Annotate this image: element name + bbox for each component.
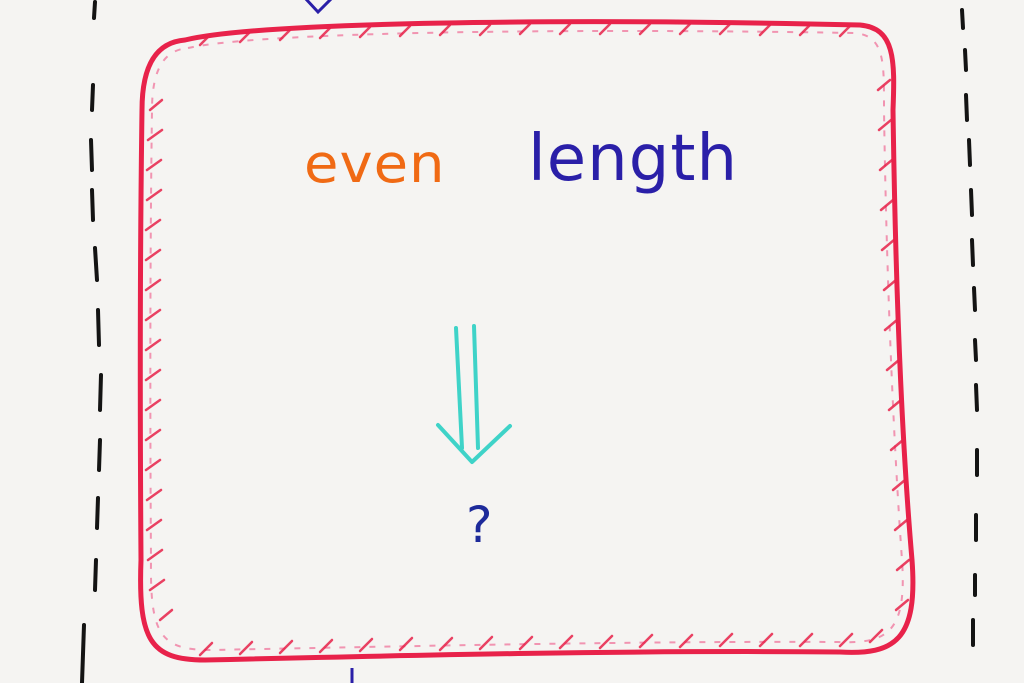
- left-dashed-line: [80, 0, 103, 683]
- word-length: length: [528, 122, 738, 196]
- frame-hatching: [144, 22, 911, 657]
- question-mark: ?: [466, 496, 494, 554]
- double-down-arrow-icon: [436, 324, 512, 464]
- top-arrow-icon: [304, 0, 333, 15]
- word-even: even: [304, 133, 446, 196]
- right-dashed-line: [960, 8, 979, 647]
- red-frame: [137, 19, 916, 663]
